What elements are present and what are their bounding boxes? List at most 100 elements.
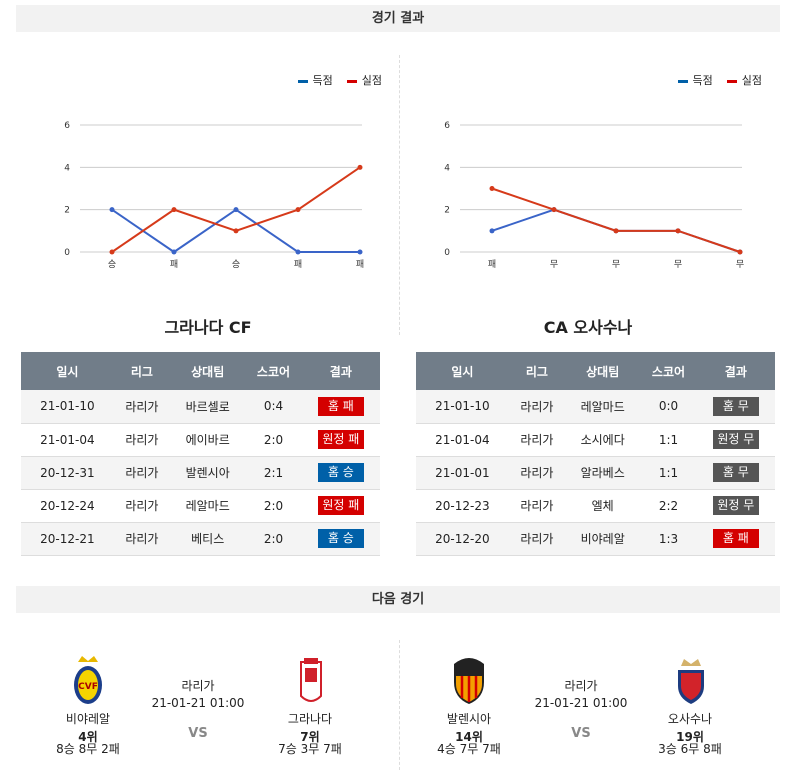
result-badge: 원정 패 — [317, 430, 364, 449]
match-info: 라리가 21-01-21 01:00 — [148, 678, 248, 712]
result-cell: 원정 패 — [301, 489, 380, 523]
legend-scored: 득점 — [677, 72, 713, 88]
result-badge: 홈 패 — [317, 396, 364, 416]
table-row: 20-12-20 라리가 비야레알 1:3 홈 패 — [416, 522, 775, 556]
match-datetime: 21-01-21 01:00 — [151, 696, 245, 710]
result-cell: 홈 패 — [301, 390, 380, 424]
osasuna-logo — [678, 659, 704, 704]
result-cell: 홈 무 — [696, 456, 775, 490]
team-record: 3승 6무 8패 — [658, 742, 722, 756]
data-point — [109, 207, 115, 213]
data-point — [613, 228, 619, 234]
result-badge: 홈 무 — [712, 396, 759, 416]
cell: 라리가 — [113, 522, 171, 556]
result-badge: 홈 승 — [317, 529, 364, 548]
match-datetime: 21-01-21 01:00 — [534, 696, 628, 710]
data-point — [295, 249, 301, 255]
cell: 베티스 — [170, 522, 246, 556]
cell: 2:0 — [245, 489, 302, 523]
data-point — [675, 228, 681, 234]
cell: 발렌시아 — [170, 456, 246, 490]
legend-scored: 득점 — [297, 72, 333, 88]
result-cell: 홈 승 — [301, 522, 380, 556]
cell: 2:0 — [245, 522, 302, 556]
cell: 20-12-20 — [416, 522, 509, 556]
cell: 21-01-01 — [416, 456, 509, 490]
result-badge: 홈 무 — [712, 463, 759, 482]
granada-logo — [300, 658, 322, 702]
section-header-results: 경기 결과 — [16, 5, 780, 32]
cell: 에이바르 — [170, 423, 246, 457]
data-point — [171, 207, 177, 213]
team-title-granada: 그라나다 CF — [164, 318, 252, 337]
column-header: 결과 — [696, 352, 775, 390]
data-point — [109, 249, 115, 255]
svg-text:CVF: CVF — [78, 682, 98, 692]
team-name: 비야레알 — [65, 712, 111, 726]
table-row: 20-12-21 라리가 베티스 2:0 홈 승 — [21, 522, 380, 556]
cell: 라리가 — [508, 522, 566, 556]
match-info: 라리가 21-01-21 01:00 — [531, 678, 631, 712]
results-table-osasuna: 일시 리그 상대팀 스코어 결과 21-01-10 라리가 레알마드 0:0 홈 무 21-01-0… — [416, 352, 775, 556]
cell: 0:0 — [640, 390, 697, 424]
table-row: 21-01-10 라리가 레알마드 0:0 홈 무 — [416, 390, 775, 424]
team-title-osasuna: CA 오사수나 — [543, 318, 633, 337]
legend: 득점 실점 — [297, 72, 382, 88]
x-tick-label: 패 — [488, 259, 496, 270]
cell: 엘체 — [565, 489, 641, 523]
team-rank: 14위 — [455, 730, 483, 744]
y-tick-label: 0 — [444, 248, 450, 258]
cell: 21-01-04 — [21, 423, 114, 457]
data-point — [489, 228, 495, 234]
legend: 득점 실점 — [677, 72, 762, 88]
result-badge: 홈 승 — [317, 463, 364, 482]
result-cell: 원정 무 — [696, 489, 775, 523]
cell: 0:4 — [245, 390, 302, 424]
column-header: 리그 — [113, 352, 171, 390]
column-header: 상대팀 — [170, 352, 246, 390]
divider — [399, 640, 400, 770]
villarreal-logo: CVF — [74, 656, 102, 704]
column-header: 일시 — [21, 352, 114, 390]
league: 라리가 — [181, 679, 215, 693]
x-tick-label: 무 — [612, 259, 620, 270]
line-chart: 0 2 4 6 승 패 승 패 패 — [64, 121, 364, 270]
legend-conceded: 실점 — [346, 72, 382, 88]
team-record: 4승 7무 7패 — [437, 742, 501, 756]
result-badge: 원정 패 — [317, 496, 364, 515]
team-rank: 7위 — [300, 730, 320, 744]
y-tick-label: 6 — [64, 121, 70, 131]
team-name: 발렌시아 — [446, 712, 492, 726]
table-header: 일시 리그 상대팀 스코어 결과 — [416, 352, 775, 390]
x-tick-label: 패 — [170, 259, 178, 270]
cell: 라리가 — [113, 456, 171, 490]
data-point — [551, 207, 557, 213]
column-header: 스코어 — [640, 352, 697, 390]
cell: 라리가 — [113, 423, 171, 457]
valencia-logo — [454, 658, 484, 704]
result-badge: 홈 패 — [712, 529, 759, 548]
cell: 2:0 — [245, 423, 302, 457]
result-cell: 원정 무 — [696, 423, 775, 457]
y-tick-label: 2 — [444, 206, 450, 216]
league: 라리가 — [564, 679, 598, 693]
column-header: 리그 — [508, 352, 566, 390]
line-chart: 0 2 4 6 패 무 무 무 무 — [444, 121, 744, 270]
cell: 21-01-10 — [21, 390, 114, 424]
column-header: 일시 — [416, 352, 509, 390]
x-tick-label: 무 — [736, 259, 744, 270]
cell: 라리가 — [508, 456, 566, 490]
y-tick-label: 4 — [444, 163, 450, 173]
table-row: 21-01-01 라리가 알라베스 1:1 홈 무 — [416, 456, 775, 490]
series-line-conceded — [491, 187, 741, 253]
cell: 1:3 — [640, 522, 697, 556]
y-tick-label: 4 — [64, 163, 70, 173]
cell: 21-01-04 — [416, 423, 509, 457]
table-row: 21-01-10 라리가 바르셀로 0:4 홈 패 — [21, 390, 380, 424]
cell: 알라베스 — [565, 456, 641, 490]
cell: 20-12-31 — [21, 456, 114, 490]
result-cell: 홈 무 — [696, 390, 775, 424]
data-point — [233, 228, 239, 234]
cell: 바르셀로 — [170, 390, 246, 424]
x-tick-label: 패 — [356, 259, 364, 270]
